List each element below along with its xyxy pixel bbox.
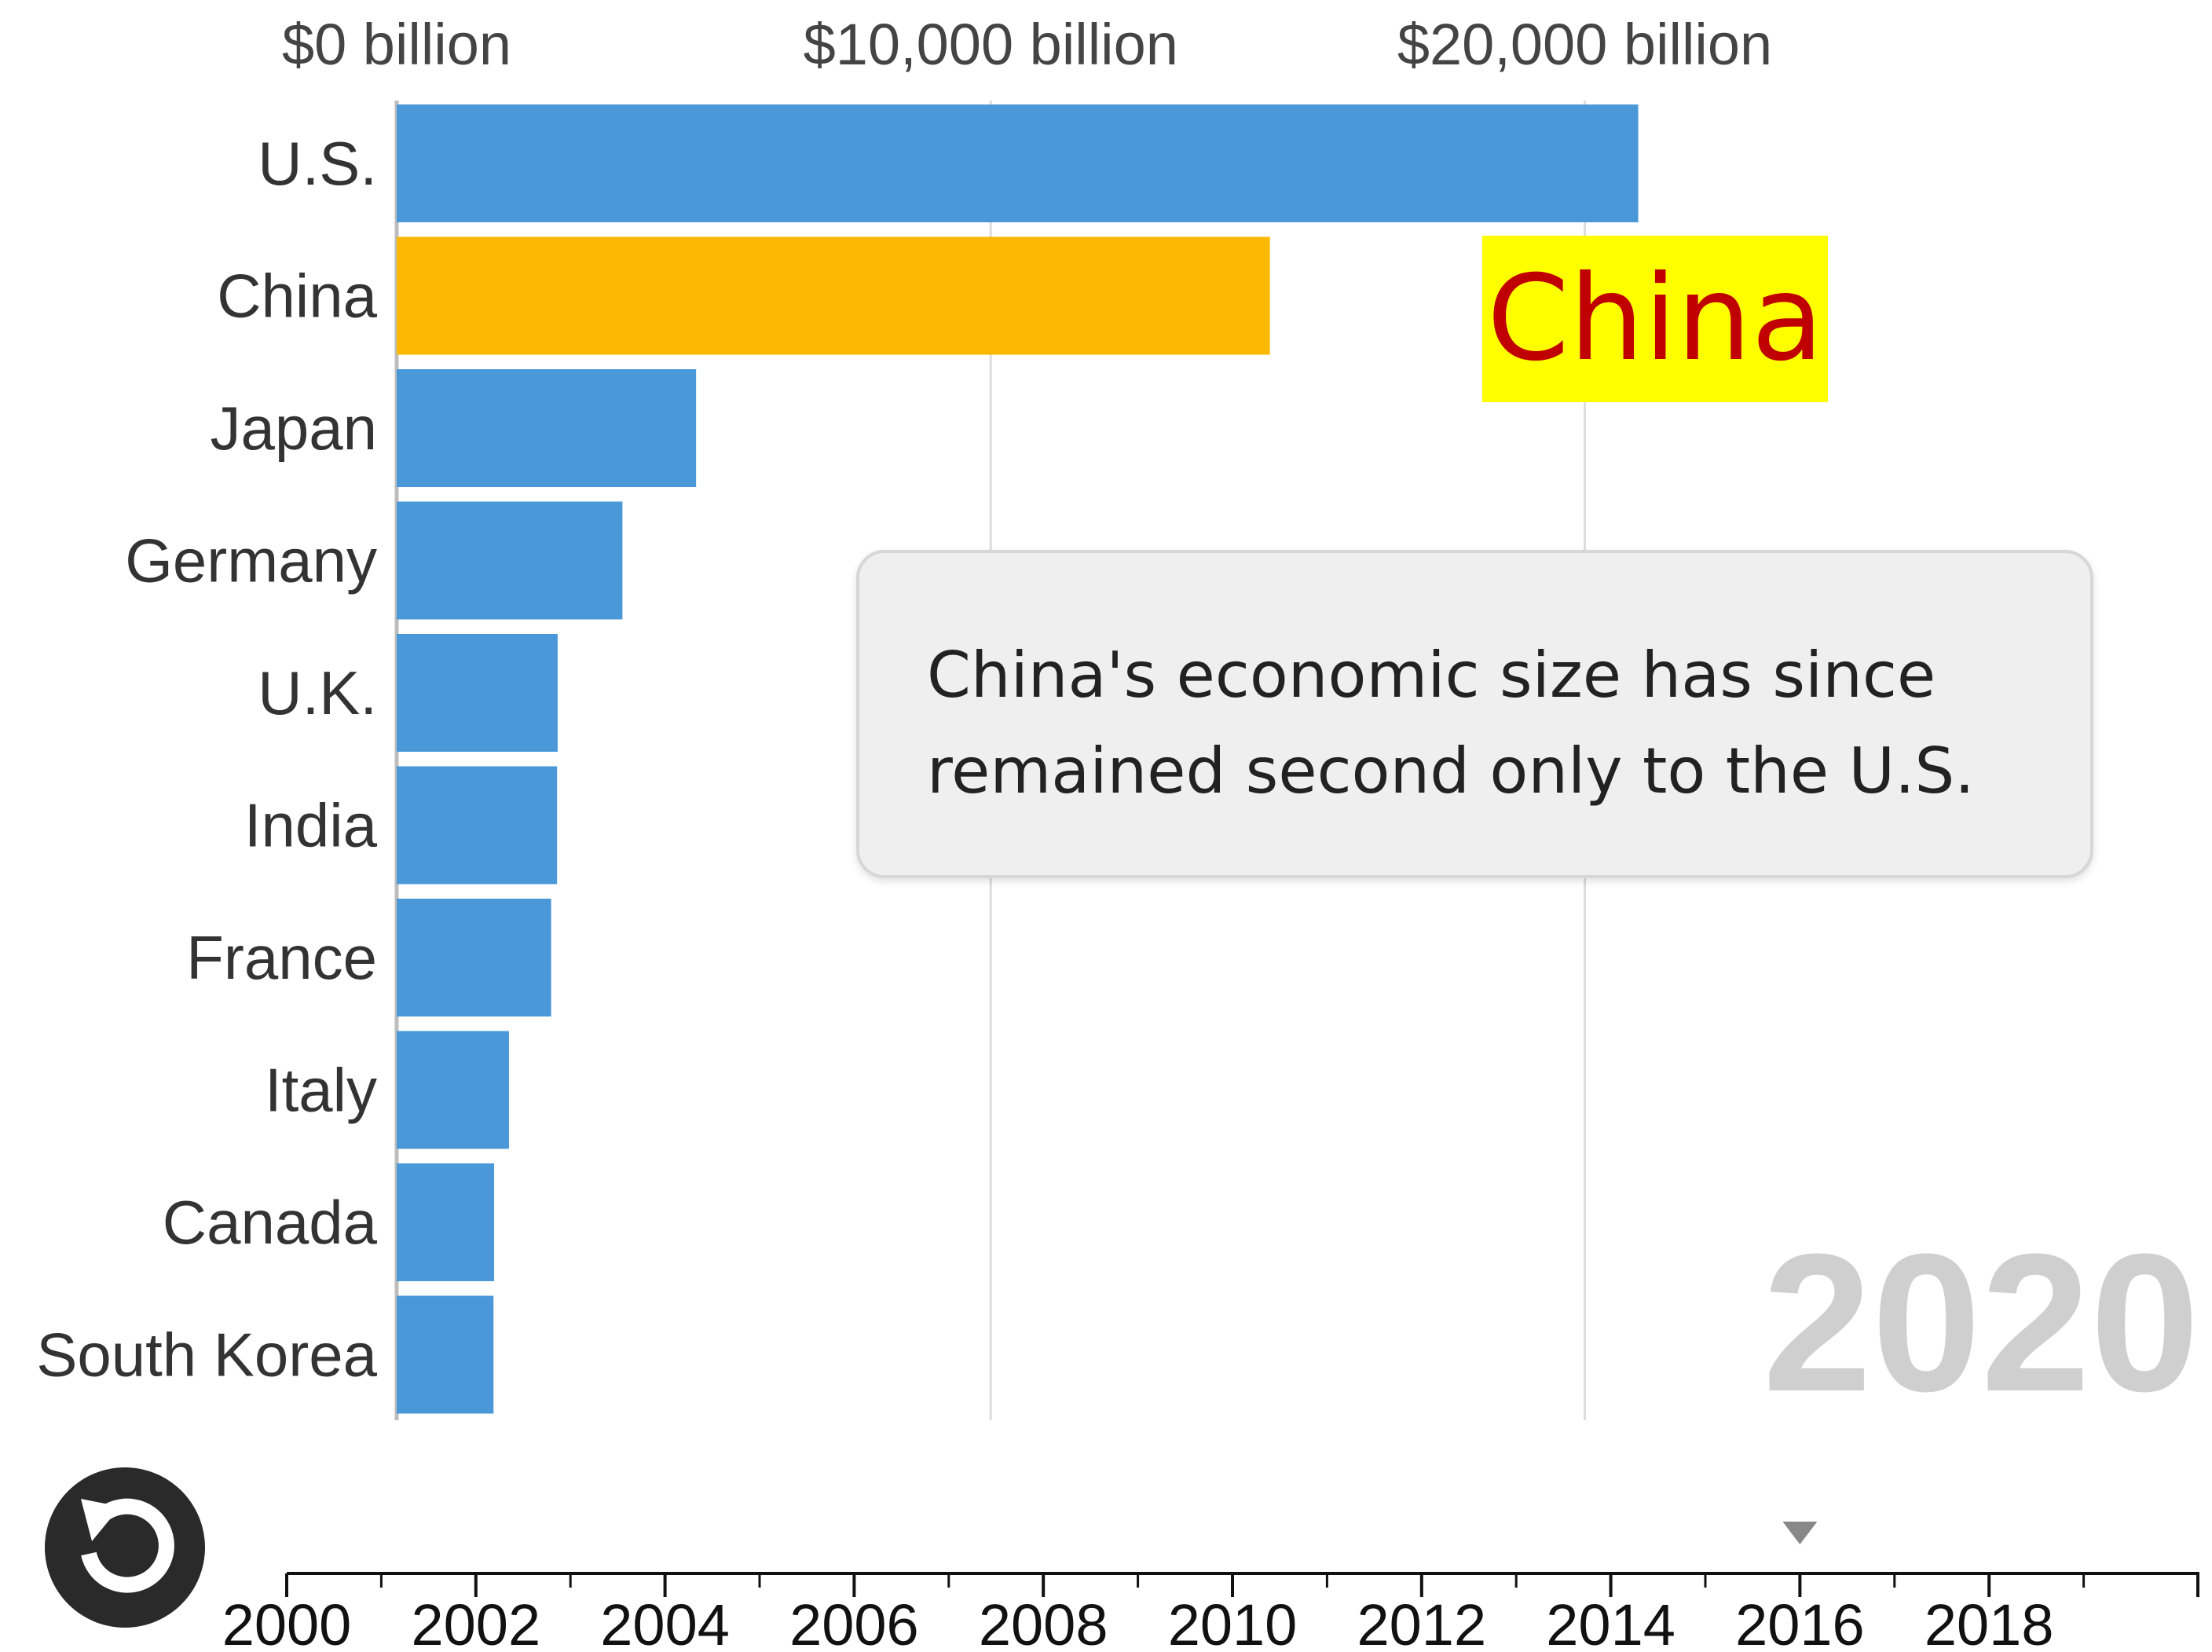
- category-label: Italy: [265, 1056, 377, 1125]
- timeline[interactable]: 2000 2002 2004 2006 2008 2010 2012 2014 2016 2018: [222, 1522, 2199, 1652]
- annotation-box: China's economic size has since remained…: [856, 550, 2093, 878]
- replay-icon: [81, 1498, 174, 1593]
- timeline-position-marker[interactable]: [1782, 1522, 1818, 1544]
- bar-china: [397, 236, 1270, 355]
- timeline-year-label[interactable]: 2006: [789, 1592, 919, 1652]
- timeline-year-label[interactable]: 2004: [600, 1592, 730, 1652]
- highlight-label: China: [1482, 236, 1829, 402]
- annotation-line-2: remained second only to the U.S.: [927, 734, 1975, 808]
- category-label: U.K.: [258, 658, 377, 727]
- category-label: Germany: [125, 526, 377, 595]
- category-label: India: [244, 791, 378, 860]
- bar-u-s: [397, 104, 1639, 222]
- timeline-year-label[interactable]: 2016: [1735, 1592, 1865, 1652]
- category-labels: U.S. China Japan Germany U.K. India France Ital…: [36, 129, 377, 1390]
- bar-canada: [397, 1163, 495, 1281]
- bar-germany: [397, 501, 623, 620]
- timeline-year-label[interactable]: 2000: [222, 1592, 352, 1652]
- bar-japan: [397, 369, 697, 487]
- category-label: U.S.: [258, 129, 377, 198]
- category-label: Canada: [163, 1188, 378, 1257]
- category-label: South Korea: [36, 1321, 377, 1390]
- year-watermark: 2020: [1763, 1213, 2199, 1432]
- bar-india: [397, 766, 558, 885]
- timeline-year-label[interactable]: 2008: [979, 1592, 1108, 1652]
- x-tick-label: $20,000 billion: [1397, 12, 1772, 77]
- bar-u-k: [397, 634, 558, 752]
- x-tick-label: $0 billion: [282, 12, 511, 77]
- timeline-year-label[interactable]: 2018: [1925, 1592, 2054, 1652]
- category-label: China: [217, 262, 377, 331]
- timeline-year-label[interactable]: 2002: [411, 1592, 540, 1652]
- x-tick-label: $10,000 billion: [804, 12, 1178, 77]
- bar-south-korea: [397, 1295, 494, 1414]
- bar-france: [397, 899, 551, 1016]
- timeline-year-label[interactable]: 2012: [1357, 1592, 1486, 1652]
- bar-italy: [397, 1031, 509, 1149]
- annotation-line-1: China's economic size has since: [927, 639, 1936, 712]
- bars: [397, 104, 1639, 1414]
- replay-button[interactable]: [45, 1467, 205, 1628]
- category-label: Japan: [210, 394, 377, 463]
- category-label: France: [186, 923, 377, 992]
- x-axis-ticks: $0 billion $10,000 billion $20,000 billion: [282, 12, 1772, 77]
- timeline-year-label[interactable]: 2014: [1546, 1592, 1675, 1652]
- timeline-year-label[interactable]: 2010: [1168, 1592, 1298, 1652]
